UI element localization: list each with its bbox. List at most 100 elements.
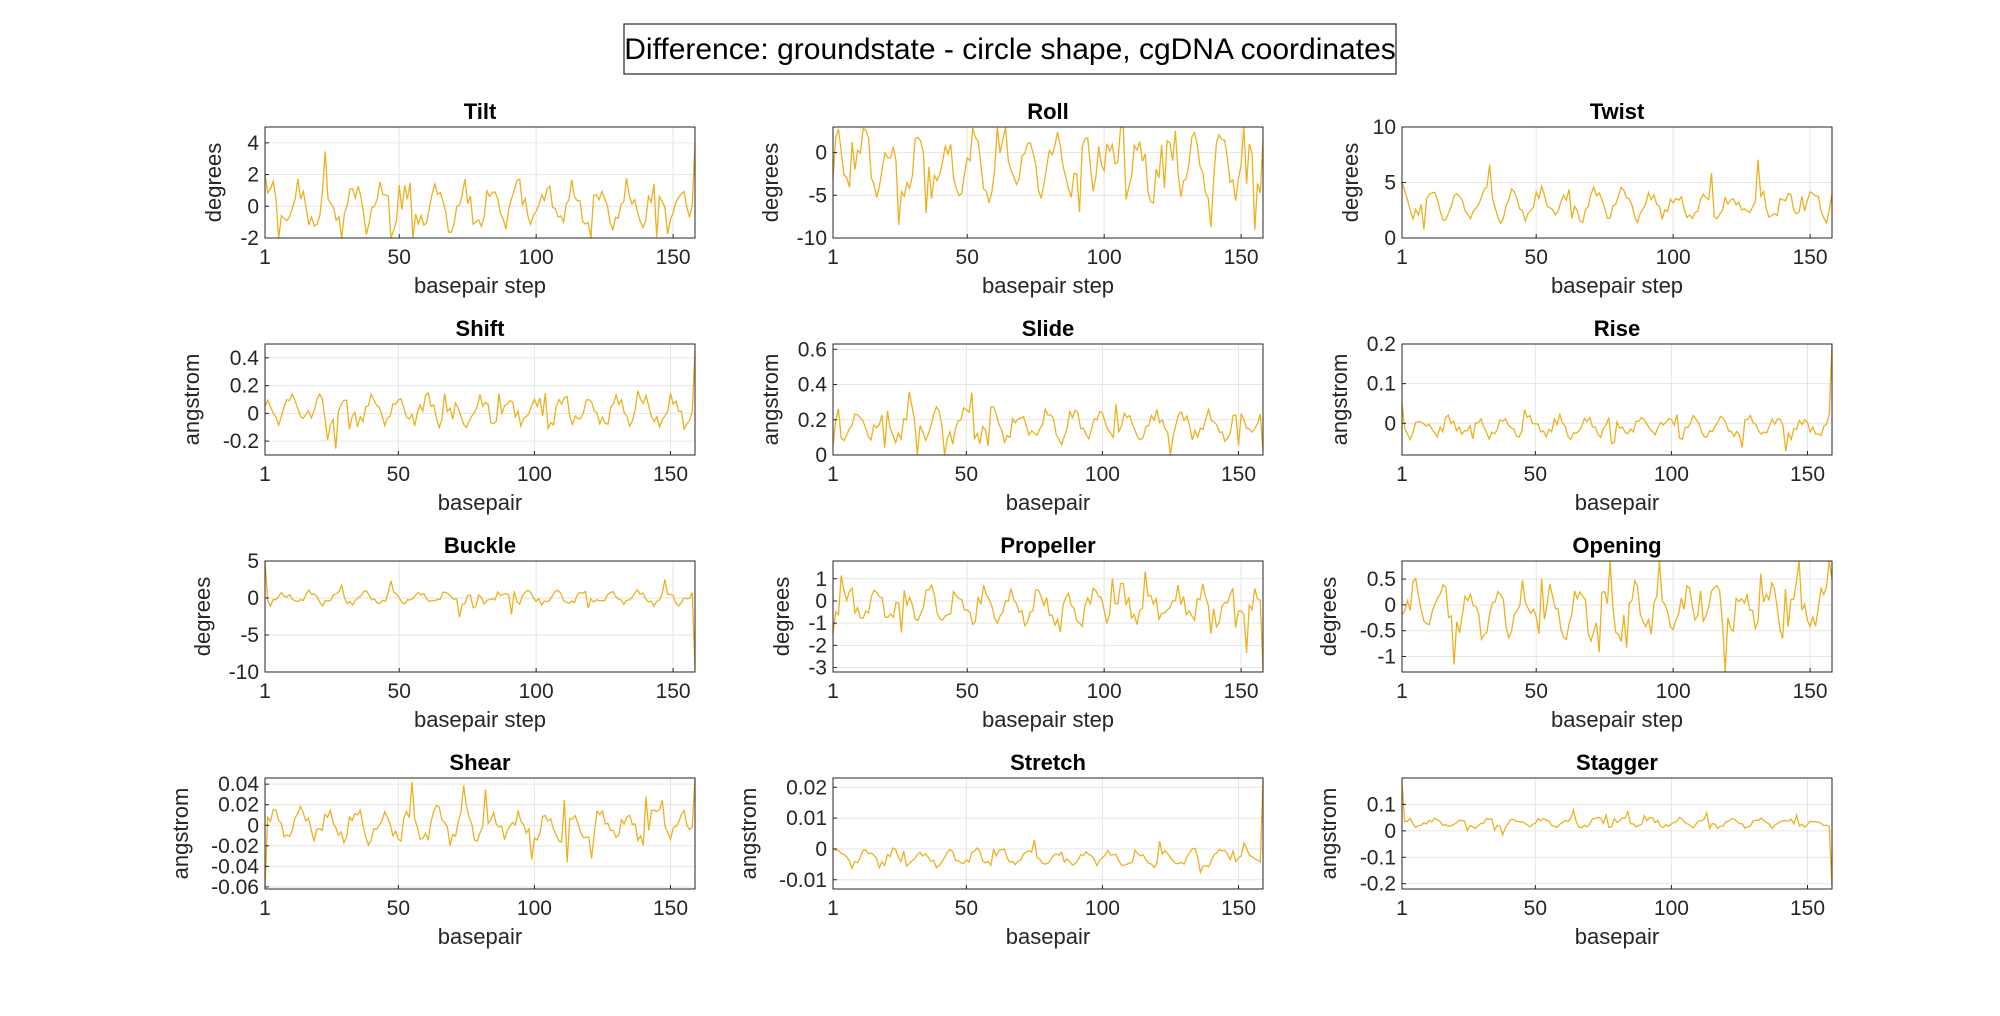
y-axis-label: angstrom <box>1327 354 1352 446</box>
plot-area <box>265 561 695 672</box>
y-tick-label: -10 <box>229 661 259 684</box>
y-tick-label: 10 <box>1373 116 1396 139</box>
x-tick-label: 100 <box>1087 680 1122 703</box>
y-tick-label: -3 <box>808 657 827 680</box>
x-tick-label: 1 <box>259 897 271 920</box>
y-tick-label: 0 <box>815 838 827 861</box>
y-tick-label: 0 <box>247 195 259 218</box>
x-axis-label: basepair <box>1575 924 1659 949</box>
y-axis-label: angstrom <box>1316 788 1341 880</box>
series-line-twist <box>1401 159 1833 230</box>
x-tick-label: 150 <box>1221 463 1256 486</box>
x-tick-label: 1 <box>827 680 839 703</box>
axes-box <box>264 343 696 456</box>
plot-area <box>833 778 1263 889</box>
y-tick-label: 0 <box>1384 820 1396 843</box>
series-line-propeller <box>832 571 1264 670</box>
series-line-shift <box>264 350 696 449</box>
x-axis-label: basepair step <box>414 707 546 732</box>
axes-box <box>1401 560 1833 673</box>
x-tick-label: 150 <box>1793 246 1828 269</box>
y-tick-label: 0.2 <box>230 375 259 398</box>
x-tick-label: 150 <box>1790 463 1825 486</box>
x-tick-label: 1 <box>1396 897 1408 920</box>
x-tick-label: 1 <box>827 897 839 920</box>
y-tick-label: 0.2 <box>798 409 827 432</box>
y-tick-label: 0 <box>247 587 259 610</box>
x-axis-label: basepair step <box>1551 273 1683 298</box>
y-tick-label: -0.5 <box>1360 620 1396 643</box>
panel-title-roll: Roll <box>1027 99 1069 124</box>
x-tick-label: 150 <box>653 463 688 486</box>
y-tick-label: 5 <box>247 550 259 573</box>
y-axis-label: degrees <box>769 577 794 657</box>
x-axis-label: basepair step <box>982 273 1114 298</box>
panel-title-slide: Slide <box>1022 316 1075 341</box>
y-tick-label: 0.4 <box>798 374 828 397</box>
axes-box <box>1401 777 1833 890</box>
panel-title-stagger: Stagger <box>1576 750 1658 775</box>
x-tick-label: 50 <box>388 680 411 703</box>
x-tick-label: 100 <box>1656 246 1691 269</box>
plot-area <box>1402 561 1832 672</box>
y-axis-label: degrees <box>758 143 783 223</box>
x-tick-label: 150 <box>1221 897 1256 920</box>
y-axis-label: angstrom <box>168 788 193 880</box>
y-tick-label: -5 <box>808 184 827 207</box>
y-axis-label: degrees <box>201 143 226 223</box>
x-tick-label: 100 <box>517 463 552 486</box>
x-tick-label: 100 <box>519 246 554 269</box>
x-tick-label: 1 <box>827 246 839 269</box>
y-tick-label: -0.04 <box>211 855 259 878</box>
x-tick-label: 100 <box>1085 897 1120 920</box>
x-axis-label: basepair step <box>414 273 546 298</box>
axes-box <box>1401 343 1833 456</box>
x-tick-label: 50 <box>1524 897 1547 920</box>
y-tick-label: -0.2 <box>1360 873 1396 896</box>
x-tick-label: 50 <box>1525 246 1548 269</box>
x-tick-label: 1 <box>827 463 839 486</box>
y-tick-label: 5 <box>1384 172 1396 195</box>
x-tick-label: 50 <box>955 463 978 486</box>
x-tick-label: 100 <box>1087 246 1122 269</box>
y-tick-label: 0.5 <box>1367 568 1396 591</box>
y-axis-label: degrees <box>1316 577 1341 657</box>
y-tick-label: -0.01 <box>779 869 827 892</box>
panel-title-twist: Twist <box>1590 99 1645 124</box>
x-axis-label: basepair <box>1006 490 1090 515</box>
x-tick-label: 150 <box>1224 680 1259 703</box>
x-axis-label: basepair <box>438 924 522 949</box>
y-axis-label: angstrom <box>758 354 783 446</box>
plot-area <box>1402 778 1832 889</box>
y-tick-label: -1 <box>1377 646 1396 669</box>
x-tick-label: 100 <box>517 897 552 920</box>
x-tick-label: 1 <box>259 246 271 269</box>
subplot-stretch: 1 50 100 150-0.0100.010.02Stretchbasepairan… <box>736 750 1264 949</box>
subplot-shear: 1 50 100 150-0.06-0.04-0.0200.020.04Shearba… <box>168 750 696 949</box>
y-tick-label: 2 <box>247 164 259 187</box>
plot-area <box>265 344 695 455</box>
series-line-tilt <box>264 142 696 239</box>
x-axis-label: basepair <box>438 490 522 515</box>
x-axis-label: basepair step <box>982 707 1114 732</box>
series-line-rise <box>1401 343 1833 452</box>
x-tick-label: 150 <box>653 897 688 920</box>
y-tick-label: -0.06 <box>211 876 259 899</box>
x-tick-label: 1 <box>259 680 271 703</box>
panel-title-shift: Shift <box>456 316 506 341</box>
series-line-buckle <box>264 560 696 669</box>
panel-title-rise: Rise <box>1594 316 1640 341</box>
y-tick-label: 0.2 <box>1367 333 1396 356</box>
series-line-opening <box>1401 560 1833 673</box>
axes-box <box>832 777 1264 890</box>
y-axis-label: angstrom <box>736 788 761 880</box>
y-tick-label: 4 <box>247 132 259 155</box>
y-tick-label: -5 <box>240 624 259 647</box>
x-tick-label: 1 <box>1396 680 1408 703</box>
x-axis-label: basepair step <box>1551 707 1683 732</box>
